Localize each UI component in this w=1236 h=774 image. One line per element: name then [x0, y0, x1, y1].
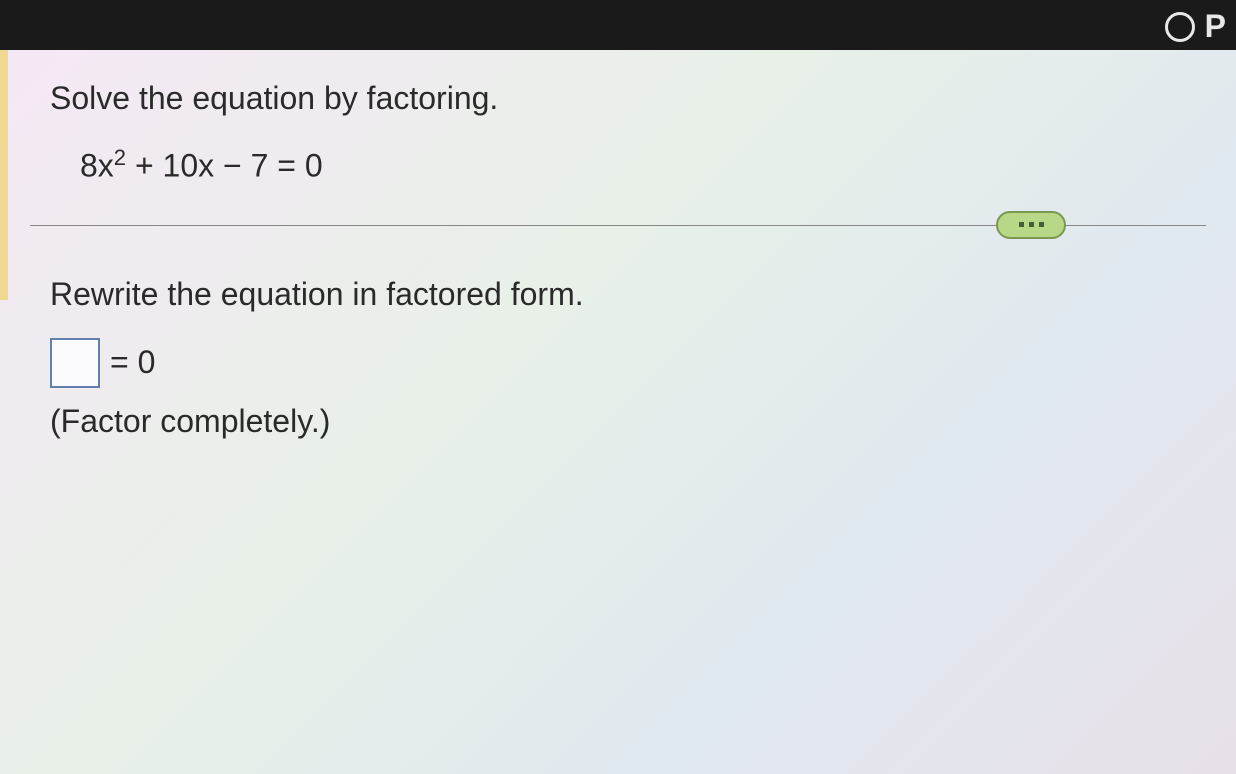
factor-hint: (Factor completely.) — [50, 403, 1186, 440]
question-content: Solve the equation by factoring. 8x2 + 1… — [0, 50, 1236, 774]
dot-icon — [1029, 222, 1034, 227]
answer-sub-prompt: Rewrite the equation in factored form. — [50, 276, 1186, 313]
section-divider — [30, 225, 1206, 226]
more-options-button[interactable] — [996, 211, 1066, 239]
problem-prompt: Solve the equation by factoring. — [50, 80, 1186, 117]
status-circle-icon — [1165, 12, 1195, 42]
top-bar: P — [0, 0, 1236, 50]
dot-icon — [1019, 222, 1024, 227]
answer-row: = 0 — [50, 338, 1186, 388]
equation-display: 8x2 + 10x − 7 = 0 — [80, 145, 1186, 185]
dot-icon — [1039, 222, 1044, 227]
top-right-label: P — [1205, 8, 1226, 45]
top-right-controls: P — [1165, 8, 1226, 45]
factored-form-input[interactable] — [50, 338, 100, 388]
left-margin-highlight — [0, 50, 8, 300]
equals-zero-label: = 0 — [110, 344, 155, 381]
